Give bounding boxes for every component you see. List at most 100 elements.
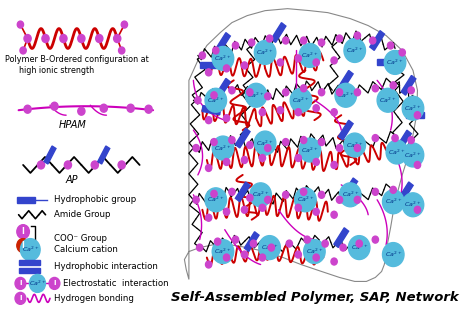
Circle shape [241, 157, 247, 163]
Circle shape [100, 104, 107, 112]
Circle shape [211, 139, 217, 145]
Bar [18, 260, 40, 265]
Circle shape [283, 89, 289, 96]
Circle shape [277, 107, 283, 114]
Circle shape [268, 244, 274, 251]
Bar [244, 232, 259, 251]
Text: $Ca^{2+}$: $Ca^{2+}$ [214, 247, 232, 256]
Bar [200, 62, 218, 69]
Circle shape [49, 277, 60, 290]
Bar [271, 23, 286, 42]
Circle shape [193, 144, 199, 152]
Bar [399, 182, 413, 202]
Circle shape [295, 154, 301, 162]
Circle shape [339, 183, 361, 207]
Bar [202, 105, 220, 115]
Circle shape [250, 183, 272, 207]
Text: $Ca^{2+}$: $Ca^{2+}$ [207, 95, 225, 105]
Circle shape [414, 112, 420, 119]
Text: $Ca^{2+}$: $Ca^{2+}$ [207, 195, 225, 205]
Circle shape [295, 188, 316, 212]
Circle shape [354, 89, 361, 96]
Text: $Ca^{2+}$: $Ca^{2+}$ [384, 250, 402, 259]
Circle shape [383, 190, 404, 214]
Text: $Ca^{2+}$: $Ca^{2+}$ [29, 279, 46, 288]
Circle shape [402, 96, 424, 120]
Circle shape [304, 236, 310, 243]
Circle shape [214, 238, 221, 245]
Text: $Ca^{2+}$: $Ca^{2+}$ [404, 150, 421, 160]
Text: Electrostatic  interaction: Electrostatic interaction [64, 279, 169, 288]
Circle shape [283, 191, 289, 198]
Text: $Ca^{2+}$: $Ca^{2+}$ [306, 247, 323, 256]
Circle shape [392, 135, 398, 142]
Circle shape [322, 240, 328, 247]
Circle shape [301, 37, 307, 44]
Circle shape [344, 38, 365, 62]
Circle shape [17, 239, 29, 253]
Circle shape [408, 137, 414, 144]
Circle shape [286, 240, 292, 247]
Circle shape [304, 240, 325, 264]
Circle shape [295, 55, 301, 62]
Circle shape [331, 258, 337, 265]
Circle shape [247, 89, 253, 96]
Text: I: I [22, 241, 25, 250]
Circle shape [372, 85, 378, 92]
Circle shape [247, 142, 253, 148]
Text: $Ca^{2+}$: $Ca^{2+}$ [337, 91, 355, 100]
Bar [44, 146, 56, 164]
Circle shape [414, 206, 420, 213]
Bar [338, 70, 353, 90]
Circle shape [377, 88, 399, 112]
Circle shape [295, 251, 301, 258]
Circle shape [229, 188, 235, 195]
Circle shape [248, 39, 255, 46]
Circle shape [205, 88, 227, 112]
Bar [17, 197, 35, 203]
Circle shape [232, 236, 238, 243]
Text: $Ca^{2+}$: $Ca^{2+}$ [261, 243, 278, 252]
Text: Hydrophobic group: Hydrophobic group [55, 195, 137, 204]
Circle shape [390, 82, 396, 89]
Circle shape [229, 137, 235, 144]
Circle shape [241, 251, 247, 258]
Circle shape [17, 21, 24, 28]
Text: $Ca^{2+}$: $Ca^{2+}$ [386, 58, 404, 67]
Circle shape [195, 97, 201, 104]
Circle shape [206, 117, 212, 124]
Bar [401, 75, 416, 95]
Text: $Ca^{2+}$: $Ca^{2+}$ [384, 197, 402, 206]
Circle shape [290, 88, 312, 112]
Circle shape [206, 214, 212, 221]
Circle shape [340, 244, 346, 251]
Circle shape [78, 107, 85, 115]
Circle shape [372, 236, 378, 243]
Circle shape [331, 57, 337, 64]
Circle shape [402, 143, 424, 167]
Circle shape [301, 85, 307, 92]
Text: $Ca^{2+}$: $Ca^{2+}$ [301, 51, 319, 60]
Circle shape [337, 35, 343, 42]
Circle shape [372, 188, 378, 195]
Circle shape [118, 47, 125, 54]
Text: I: I [19, 295, 22, 301]
Circle shape [197, 244, 203, 251]
Bar [236, 182, 250, 202]
Circle shape [232, 42, 238, 49]
Text: Hydrogen bonding: Hydrogen bonding [55, 294, 134, 303]
Circle shape [145, 105, 152, 113]
Circle shape [223, 158, 230, 166]
Text: Polymer B-Ordered configuration at: Polymer B-Ordered configuration at [5, 55, 149, 64]
Bar [343, 178, 357, 198]
Circle shape [331, 109, 337, 116]
Circle shape [37, 161, 45, 169]
Circle shape [205, 188, 227, 212]
Circle shape [354, 196, 361, 203]
Circle shape [241, 62, 247, 69]
Circle shape [313, 208, 319, 215]
Circle shape [402, 193, 424, 217]
Text: $Ca^{2+}$: $Ca^{2+}$ [301, 145, 319, 155]
Circle shape [331, 162, 337, 168]
Circle shape [313, 59, 319, 66]
